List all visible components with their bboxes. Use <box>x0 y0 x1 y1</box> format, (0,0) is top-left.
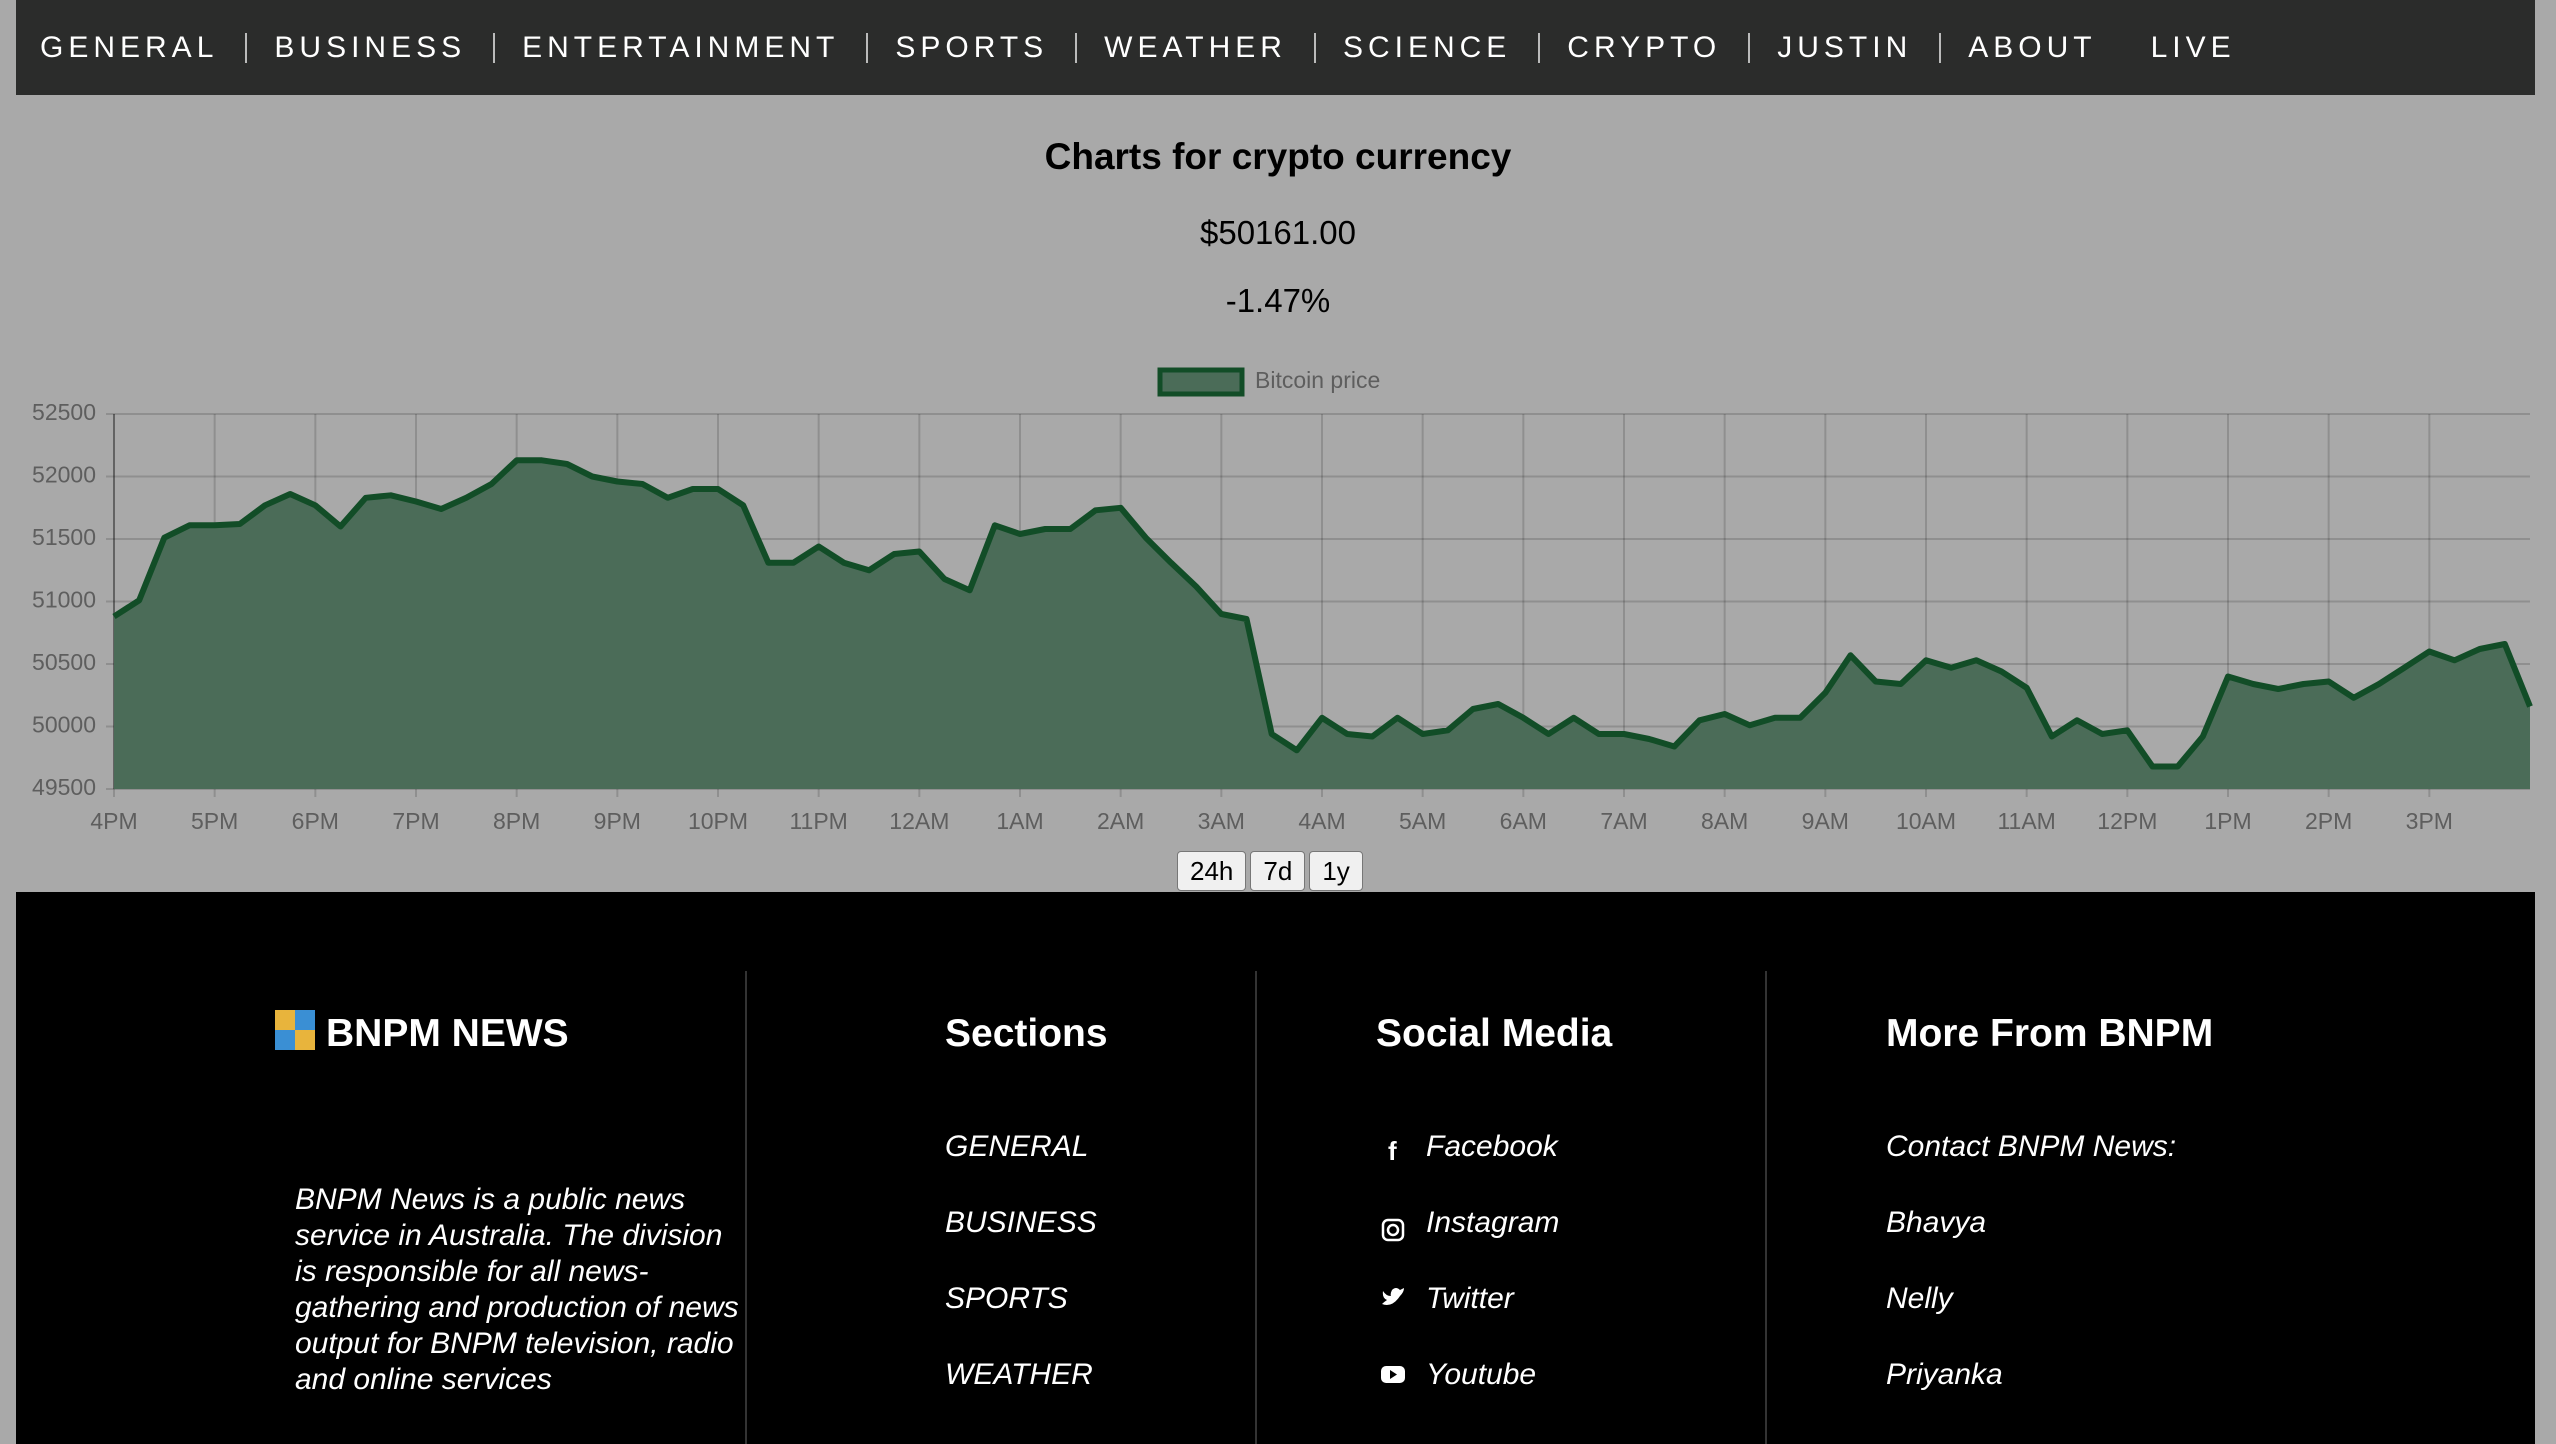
x-tick-label: 8PM <box>493 808 540 834</box>
range-button[interactable]: 7d <box>1250 851 1306 891</box>
x-tick-label: 8AM <box>1701 808 1748 834</box>
y-tick-label: 51500 <box>32 524 96 550</box>
x-tick-label: 9PM <box>594 808 641 834</box>
more-link[interactable]: Nelly <box>1886 1282 1953 1315</box>
footer: BNPM NEWS BNPM News is a public news ser… <box>16 892 2535 1444</box>
nav-link[interactable]: SCIENCE <box>1313 32 1538 63</box>
x-tick-label: 11PM <box>789 808 847 834</box>
x-tick-label: 2AM <box>1097 808 1144 834</box>
section-link[interactable]: WEATHER <box>945 1358 1093 1391</box>
x-tick-label: 10PM <box>688 808 748 834</box>
price: $50161.00 <box>1200 214 1356 251</box>
nav-link[interactable]: LIVE <box>2150 30 2236 64</box>
nav-link[interactable]: WEATHER <box>1075 32 1314 63</box>
page-title: Charts for crypto currency <box>1044 136 1512 177</box>
y-tick-label: 51000 <box>32 587 96 613</box>
social-link[interactable]: Twitter <box>1426 1282 1514 1315</box>
divider <box>1765 971 1767 1444</box>
x-tick-label: 9AM <box>1802 808 1849 834</box>
chart: 49500 50000 50500 51000 51500 52000 52500 4PM 5P… <box>32 367 2533 834</box>
sections-title: Sections <box>945 1012 1108 1055</box>
range-button[interactable]: 24h <box>1177 851 1247 891</box>
nav-bar: GENERAL BUSINESS ENTERTAINMENT SPORTS WEATHE… <box>16 0 2535 95</box>
x-tick-label: 1PM <box>2204 808 2251 834</box>
area <box>114 460 2530 789</box>
social-title: Social Media <box>1376 1012 1613 1055</box>
social-link[interactable]: Facebook <box>1426 1130 1558 1163</box>
x-tick-label: 7AM <box>1600 808 1647 834</box>
range-button[interactable]: 1y <box>1309 851 1363 891</box>
nav-link[interactable]: SPORTS <box>866 32 1075 63</box>
y-tick-label: 50500 <box>32 649 96 675</box>
x-tick-label: 12AM <box>889 808 949 834</box>
logo-icon <box>275 1010 315 1050</box>
social-icons: f <box>1381 1136 1405 1383</box>
more-link[interactable]: Priyanka <box>1886 1358 2003 1391</box>
brand: BNPM NEWS <box>326 1012 569 1055</box>
svg-text:f: f <box>1388 1136 1397 1166</box>
x-tick-label: 3AM <box>1198 808 1245 834</box>
line <box>112 457 2533 770</box>
nav-link[interactable]: BUSINESS <box>245 32 493 63</box>
section-link[interactable]: SPORTS <box>945 1282 1068 1315</box>
more-title: More From BNPM <box>1886 1012 2214 1055</box>
x-tick-label: 2PM <box>2305 808 2352 834</box>
nav-link[interactable]: GENERAL <box>40 30 219 64</box>
x-tick-label: 6AM <box>1500 808 1547 834</box>
y-tick-label: 49500 <box>32 774 96 800</box>
x-tick-label: 5AM <box>1399 808 1446 834</box>
legend-swatch <box>1157 367 1245 397</box>
section-link[interactable]: BUSINESS <box>945 1206 1097 1239</box>
x-tick-label: 10AM <box>1896 808 1956 834</box>
x-tick-label: 4AM <box>1298 808 1345 834</box>
nav-link[interactable]: ENTERTAINMENT <box>493 32 866 63</box>
description: BNPM News is a public news service in Au… <box>295 1183 739 1396</box>
nav-link[interactable]: CRYPTO <box>1538 32 1748 63</box>
x-tick-label: 4PM <box>90 808 137 834</box>
range-buttons: 24h 7d 1y <box>1177 851 1363 891</box>
x-tick-label: 3PM <box>2406 808 2453 834</box>
divider <box>1255 971 1257 1444</box>
y-tick-label: 52500 <box>32 399 96 425</box>
social-link[interactable]: Youtube <box>1426 1358 1537 1391</box>
x-tick-label: 7PM <box>392 808 439 834</box>
price-change: -1.47% <box>1225 282 1331 319</box>
social-link[interactable]: Instagram <box>1426 1206 1560 1239</box>
x-tick-label: 12PM <box>2097 808 2157 834</box>
y-tick-label: 50000 <box>32 712 96 738</box>
section-link[interactable]: GENERAL <box>945 1130 1089 1163</box>
divider <box>745 971 747 1444</box>
y-tick-label: 52000 <box>32 462 96 488</box>
x-tick-label: 6PM <box>292 808 339 834</box>
x-tick-label: 1AM <box>996 808 1043 834</box>
nav-link[interactable]: JUSTIN <box>1748 32 1939 63</box>
legend-label: Bitcoin price <box>1255 367 1380 393</box>
more-link[interactable]: Bhavya <box>1886 1206 1987 1239</box>
more-link[interactable]: Contact BNPM News: <box>1886 1130 2177 1163</box>
x-tick-label: 11AM <box>1997 808 2055 834</box>
nav-link[interactable]: ABOUT <box>1939 32 2123 63</box>
x-tick-label: 5PM <box>191 808 238 834</box>
